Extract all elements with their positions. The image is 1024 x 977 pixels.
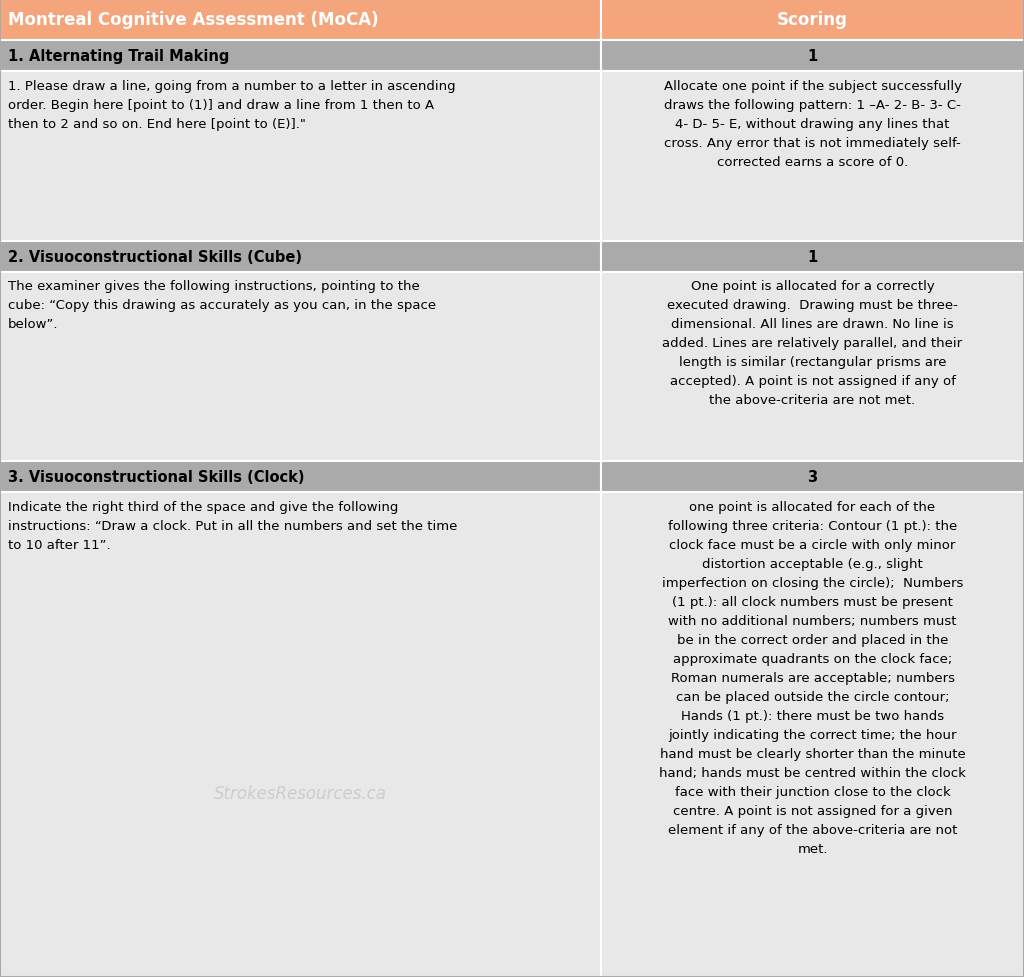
Text: one point is allocated for each of the
following three criteria: Contour (1 pt.): one point is allocated for each of the f… [659, 500, 966, 855]
Bar [0, 273, 601, 461]
Text: The examiner gives the following instructions, pointing to the
cube: “Copy this : The examiner gives the following instruc… [8, 280, 436, 331]
Bar [601, 71, 1024, 241]
Text: 3. Visuoconstructional Skills (Clock): 3. Visuoconstructional Skills (Clock) [8, 469, 304, 485]
Bar [601, 492, 1024, 977]
Bar [0, 461, 601, 492]
Bar [601, 461, 1024, 492]
Bar [601, 0, 1024, 41]
Bar [0, 492, 601, 977]
Text: 1. Alternating Trail Making: 1. Alternating Trail Making [8, 49, 229, 64]
Text: Indicate the right third of the space and give the following
instructions: “Draw: Indicate the right third of the space an… [8, 500, 458, 551]
Bar [0, 0, 601, 41]
Text: Scoring: Scoring [777, 12, 848, 29]
Text: 2. Visuoconstructional Skills (Cube): 2. Visuoconstructional Skills (Cube) [8, 249, 302, 265]
Bar [0, 241, 601, 273]
Text: 1. Please draw a line, going from a number to a letter in ascending
order. Begin: 1. Please draw a line, going from a numb… [8, 79, 456, 130]
Text: Allocate one point if the subject successfully
draws the following pattern: 1 –A: Allocate one point if the subject succes… [664, 79, 962, 168]
Text: 1: 1 [807, 49, 818, 64]
Text: 3: 3 [808, 469, 817, 485]
Text: StrokesResources.ca: StrokesResources.ca [214, 784, 387, 802]
Bar [601, 273, 1024, 461]
Text: 1: 1 [807, 249, 818, 265]
Bar [0, 41, 601, 71]
Bar [0, 71, 601, 241]
Text: Montreal Cognitive Assessment (MoCA): Montreal Cognitive Assessment (MoCA) [8, 12, 379, 29]
Bar [601, 41, 1024, 71]
Text: One point is allocated for a correctly
executed drawing.  Drawing must be three-: One point is allocated for a correctly e… [663, 280, 963, 407]
Bar [601, 241, 1024, 273]
